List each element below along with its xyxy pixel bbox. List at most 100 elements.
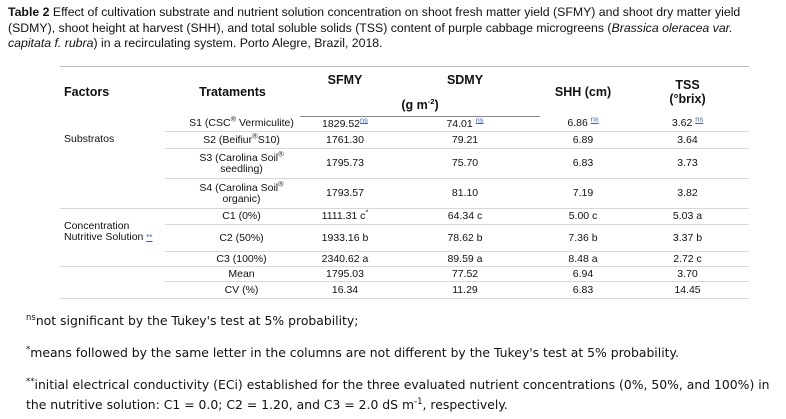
text-run: 6.89 <box>572 133 594 146</box>
value-cell: 75.70 <box>390 148 540 179</box>
text-run: 5.03 a <box>672 210 703 222</box>
table-row: Concentration Nutritive Solution ** C1 (0… <box>60 207 749 267</box>
text-run: 7.36 b <box>568 231 598 244</box>
table-row: S3 (Carolina Soil® seedling) 1795.73 75.70… <box>60 148 749 179</box>
text-run: 3.73 <box>677 157 698 169</box>
text-run: 3.64 <box>677 133 698 146</box>
value-cell: 6.94 <box>540 266 626 282</box>
text-run: ® <box>278 179 284 188</box>
text-run: C1 (0%) <box>222 210 261 222</box>
treatment-cell: S4 (Carolina Soil® organic) <box>165 178 300 209</box>
table-row: C2 (50%) 1933.16 b 78.62 b 7.36 b 3.37 b <box>60 224 749 252</box>
table-row: Substratos S1 (CSC® Vermiculite) 1829.52ns… <box>60 114 749 209</box>
table-row: S2 (Beifiur®S10) 1761.30 79.21 6.89 3.64 <box>60 131 749 149</box>
text-run: 16.34 <box>331 283 359 296</box>
text-run: * <box>365 207 369 217</box>
value-cell: 6.83 <box>540 148 626 179</box>
value-cell: 79.21 <box>390 131 540 149</box>
treatment-cell: Mean <box>165 266 300 282</box>
text-run: Effect of cultivation substrate and nutr… <box>8 5 741 35</box>
text-run: S2 (Beifiur <box>203 133 253 146</box>
text-run: 14.45 <box>674 283 701 296</box>
value-cell: 6.86 ns <box>540 114 626 132</box>
header-cell: (g m-2) <box>300 93 540 117</box>
text-run: 3.82 <box>677 187 698 199</box>
text-run: 6.83 <box>572 157 594 169</box>
text-run: 3.62 <box>671 117 696 130</box>
text-run: seedling) <box>220 162 263 175</box>
header-cell: TSS (°brix) <box>626 66 749 117</box>
text-run: 1829.52 <box>322 117 361 130</box>
value-cell: 1933.16 b <box>300 224 390 252</box>
text-run: organic) <box>222 192 261 205</box>
text-run: ns <box>475 115 484 124</box>
text-run: Mean <box>228 267 255 280</box>
text-run: ® <box>230 114 237 124</box>
text-run: * <box>26 344 31 355</box>
footnote: *means followed by the same letter in th… <box>26 343 776 363</box>
text-run: 6.86 <box>567 117 591 130</box>
table-row: S4 (Carolina Soil® organic) 1793.57 81.10 7… <box>60 178 749 209</box>
text-run: Table 2 <box>8 5 50 19</box>
text-run: 1795.03 <box>326 267 364 280</box>
text-run: means followed by the same letter in the… <box>30 345 680 360</box>
text-run: 1761.30 <box>326 133 364 146</box>
text-run: 77.52 <box>451 267 479 280</box>
table-body: Substratos S1 (CSC® Vermiculite) 1829.52ns… <box>60 114 749 299</box>
text-run: 2340.62 a <box>321 252 369 265</box>
value-cell: 3.70 <box>626 266 749 282</box>
treatment-cell: S2 (Beifiur®S10) <box>165 131 300 149</box>
text-run: Substratos <box>64 132 115 145</box>
text-run: initial electrical conductivity (ECi) es… <box>26 377 770 412</box>
header-cell: SDMY <box>390 66 540 94</box>
value-cell: 3.64 <box>626 131 749 149</box>
table-row: C3 (100%) 2340.62 a 89.59 a 8.48 a 2.72 c <box>60 251 749 267</box>
factor-cell <box>60 266 165 299</box>
table-row: CV (%) 16.34 11.29 6.83 14.45 <box>60 281 749 299</box>
text-run: ns <box>360 115 368 124</box>
text-run: C2 (50%) <box>219 231 264 244</box>
text-run: 78.62 b <box>447 231 483 244</box>
text-run: 2.72 c <box>673 252 702 265</box>
header-text: (°brix) <box>669 91 706 106</box>
header-cell: SFMY <box>300 66 390 94</box>
value-cell: 1795.03 <box>300 266 390 282</box>
value-cell: 3.73 <box>626 148 749 179</box>
text-run: 74.01 <box>446 117 476 130</box>
treatment-cell: C1 (0%) <box>165 208 300 225</box>
value-cell: 1111.31 c* <box>300 207 390 225</box>
value-cell: 5.00 c <box>540 208 626 225</box>
value-cell: 16.34 <box>300 281 390 299</box>
value-cell: 14.45 <box>626 281 749 299</box>
text-run: 3.37 b <box>672 231 703 244</box>
text-run: 11.29 <box>452 283 478 296</box>
text-run: , respectively. <box>422 397 508 412</box>
treatment-cell: S3 (Carolina Soil® seedling) <box>165 148 300 179</box>
text-run: Brassica oleracea var. capitata f. rubra <box>8 20 733 51</box>
text-run: 6.83 <box>572 283 594 296</box>
header-text: TSS <box>675 77 700 92</box>
text-run: (g m <box>401 97 428 112</box>
text-run: ® <box>252 131 258 140</box>
text-run: ** <box>26 376 35 387</box>
text-run: ** <box>146 232 153 242</box>
value-cell: 3.62 ns <box>626 114 749 132</box>
text-run: S1 (CSC <box>189 117 231 130</box>
text-run: ns <box>695 114 704 124</box>
text-run: -2 <box>427 96 435 106</box>
text-run: 79.21 <box>451 133 479 146</box>
footnote: nsnot significant by the Tukey's test at… <box>26 311 776 331</box>
footnote: **initial electrical conductivity (ECi) … <box>26 375 776 415</box>
text-run: 1795.73 <box>326 157 364 169</box>
factor-cell: Concentration Nutritive Solution ** <box>60 208 165 267</box>
treatment-cell: CV (%) <box>165 281 300 299</box>
value-cell: 64.34 c <box>390 208 540 225</box>
data-table: Factors Trataments SFMY SDMY SHH (cm) TS… <box>60 66 749 299</box>
text-run: 75.70 <box>451 157 479 169</box>
text-run: -1 <box>414 396 423 407</box>
text-run: 8.48 a <box>568 252 598 265</box>
value-cell: 77.52 <box>390 266 540 282</box>
text-run: ns <box>590 114 599 124</box>
header-cell: Trataments <box>165 66 300 117</box>
